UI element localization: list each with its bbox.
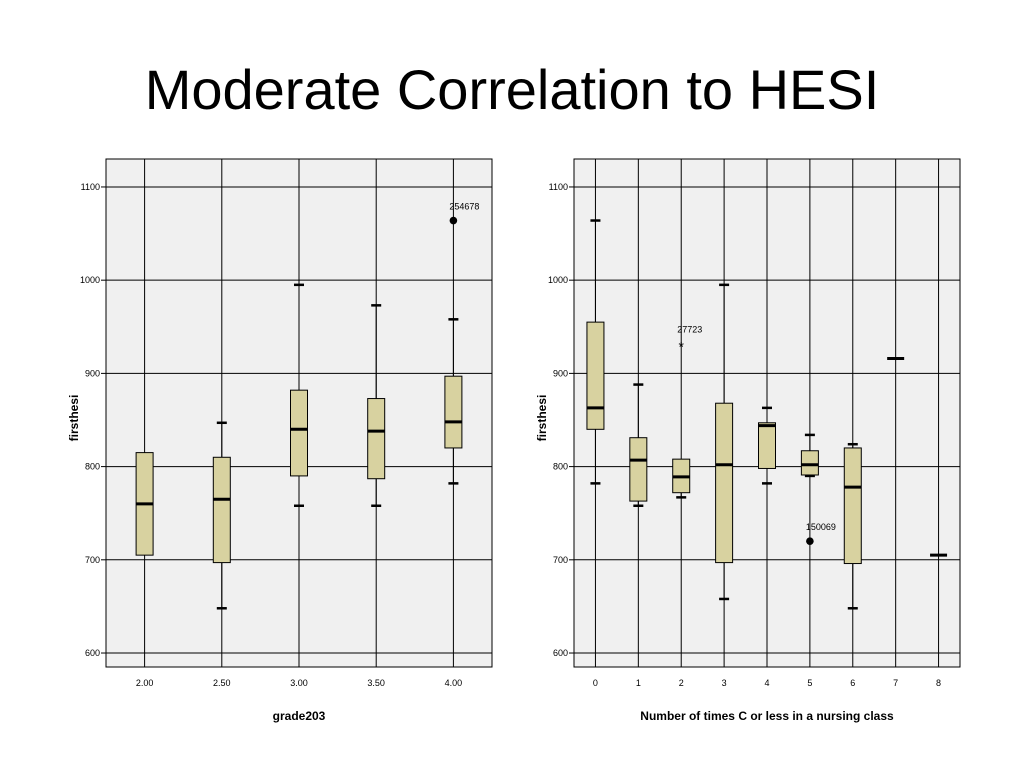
boxplot-grade203: 600 700 800 900 1000 1100 2.00 2.50 3.00 3.50 4.00… [60,150,520,730]
outlier-label: 150069 [806,522,836,532]
box-iqr [758,422,776,469]
y-tick-label: 900 [553,368,568,378]
outlier-point [449,216,458,225]
box-iqr [444,375,463,449]
x-tick-label: 3 [722,678,727,688]
box-2 [672,458,691,499]
slide-title: Moderate Correlation to HESI [144,58,880,121]
x-tick-label: 4 [764,678,769,688]
box-iqr [290,389,308,477]
box-4.00 [444,318,463,485]
box-2.50 [212,421,231,610]
outlier-star: * [678,339,684,355]
boxplot-times-c-or-less-svg: 600 700 800 900 1000 1100 0 1 2 3 4 5 6 7 8 * 27723 15006… [535,158,961,723]
x-tick-label: 8 [936,678,941,688]
box-iqr [586,321,605,430]
y-tick-label: 700 [85,555,100,565]
boxplot-times-c-or-less: 600 700 800 900 1000 1100 0 1 2 3 4 5 6 7 8 * 27723 15006… [528,150,988,730]
box-iqr [800,450,819,476]
x-tick-label: 6 [850,678,855,688]
y-axis-title: firsthesi [67,395,81,442]
box-3.00 [290,283,308,507]
x-tick-label: 4.00 [445,678,463,688]
box-iqr [843,447,862,565]
box-iqr [629,437,648,502]
outlier-label: 27723 [677,325,702,335]
x-tick-label: 0 [593,678,598,688]
y-tick-label: 800 [553,462,568,472]
box-2.00 [135,452,154,556]
y-tick-label: 1100 [549,182,568,192]
y-tick-label: 900 [85,368,100,378]
box-6 [843,442,862,610]
x-tick-label: 3.50 [367,678,385,688]
box-1 [629,383,648,507]
y-tick-label: 1000 [80,275,100,285]
box-3 [715,283,734,601]
x-tick-label: 2.50 [213,678,231,688]
y-axis-title: firsthesi [535,395,549,442]
x-tick-label: 3.00 [290,678,308,688]
box-iqr [367,398,386,480]
x-tick-label: 1 [636,678,641,688]
box-iqr [212,456,231,564]
outlier-point [806,537,814,545]
y-tick-label: 1000 [548,275,568,285]
box-5 [800,433,819,478]
boxplot-grade203-svg: 600 700 800 900 1000 1100 2.00 2.50 3.00 3.50 4.00… [67,158,493,723]
box-3.50 [367,304,386,507]
outlier-label: 254678 [449,202,479,212]
x-tick-label: 2 [679,678,684,688]
box-iqr [715,402,734,564]
y-tick-label: 1100 [81,182,100,192]
x-tick-label: 7 [893,678,898,688]
y-tick-label: 800 [85,462,100,472]
box-0 [586,219,605,485]
x-tick-label: 5 [807,678,812,688]
y-tick-label: 700 [553,555,568,565]
x-axis-title: grade203 [273,709,326,723]
x-axis-title: Number of times C or less in a nursing c… [640,709,894,723]
x-tick-label: 2.00 [136,678,154,688]
y-tick-label: 600 [553,648,568,658]
box-4 [758,406,776,485]
y-tick-label: 600 [85,648,100,658]
